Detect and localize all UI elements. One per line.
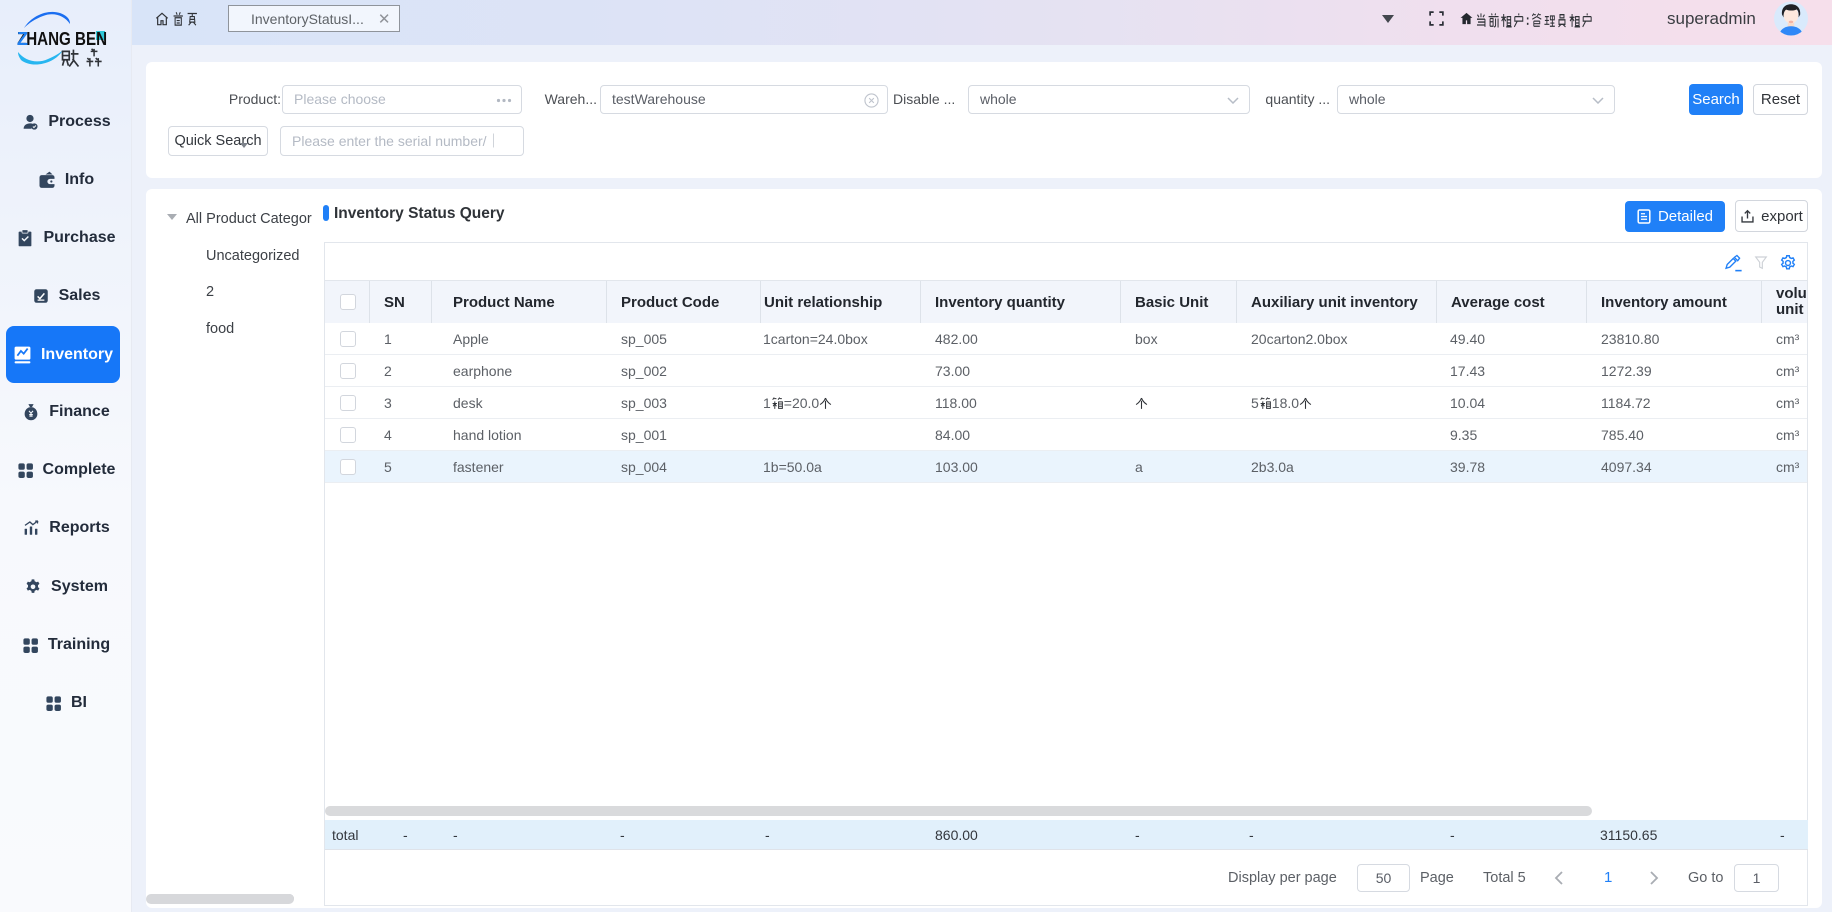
svg-text:Z: Z bbox=[17, 29, 28, 49]
svg-text:ZHANG BEN: ZHANG BEN bbox=[17, 29, 107, 49]
